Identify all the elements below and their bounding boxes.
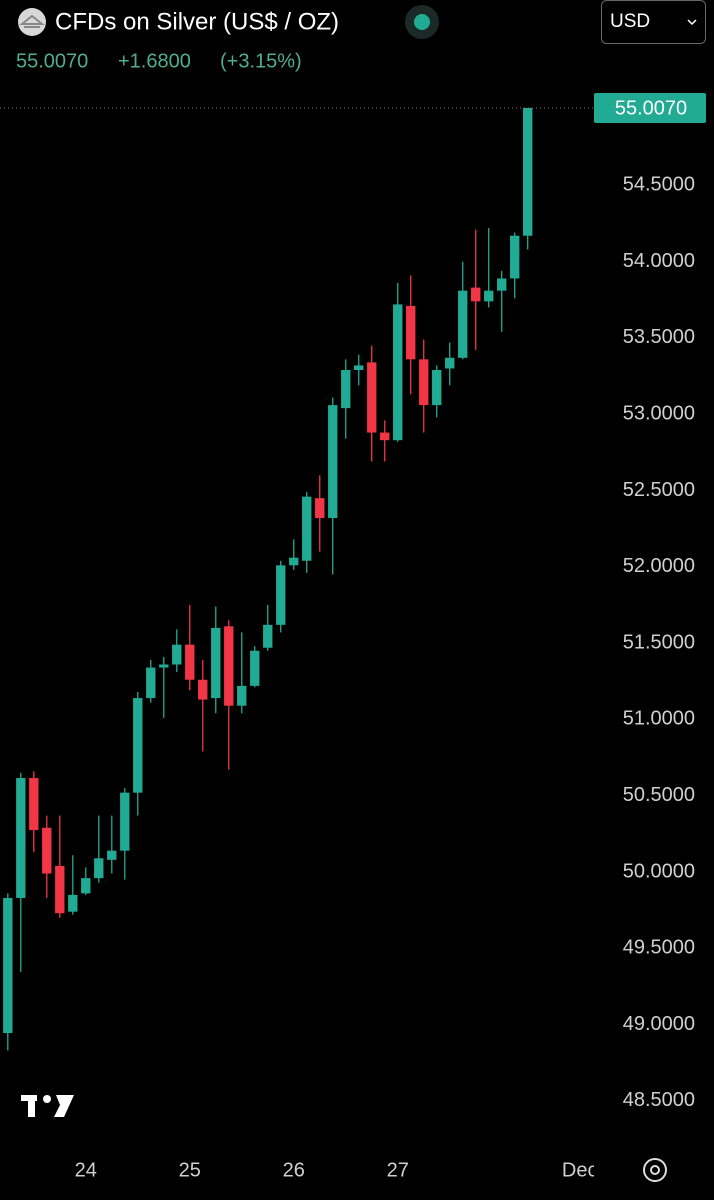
- candle-body: [458, 290, 468, 358]
- last-price-badge: [594, 93, 706, 124]
- tv-logo: [21, 1095, 74, 1117]
- dropdown-arrow[interactable]: [687, 19, 697, 26]
- price-change: +1.6800: [118, 50, 191, 72]
- y-tick-label: 49.5000: [623, 937, 695, 959]
- candle-body: [81, 878, 91, 894]
- symbol-icon: [18, 8, 46, 36]
- candle-body: [159, 664, 169, 668]
- y-tick-label: 53.0000: [623, 403, 695, 425]
- candle-body: [367, 362, 377, 433]
- candle-body: [315, 498, 325, 519]
- x-tick-label: Dec: [562, 1159, 598, 1181]
- candle-body: [484, 290, 494, 302]
- last-price: 55.0070: [16, 50, 88, 72]
- y-tick-label: 50.5000: [623, 784, 695, 806]
- x-tick-label: 24: [75, 1159, 97, 1181]
- candle-body: [198, 679, 208, 700]
- candle-body: [302, 496, 312, 561]
- candle-body: [471, 287, 481, 302]
- currency-label[interactable]: USD: [610, 11, 650, 32]
- candle-body: [523, 108, 533, 236]
- candle-body: [237, 685, 247, 706]
- y-tick-label: 48.5000: [623, 1089, 695, 1111]
- candle-body: [68, 894, 78, 912]
- settings-icon[interactable]: [643, 1158, 667, 1182]
- last-price-badge-label: 55.0070: [615, 97, 687, 119]
- y-tick-label: 54.0000: [623, 250, 695, 272]
- candle-body: [94, 858, 104, 879]
- candle-body: [3, 897, 13, 1033]
- candle-body: [146, 667, 156, 699]
- candle-body: [224, 626, 234, 706]
- y-tick-label: 51.0000: [623, 708, 695, 730]
- y-tick-label: 52.0000: [623, 555, 695, 577]
- candle-body: [510, 235, 520, 279]
- y-tick-label: 51.5000: [623, 631, 695, 653]
- candle-body: [16, 778, 26, 898]
- candle-body: [29, 778, 39, 831]
- y-tick-label: 54.5000: [623, 174, 695, 196]
- x-tick-label: 26: [283, 1159, 305, 1181]
- symbol-icon-art: [19, 14, 45, 28]
- price-change-pct: (+3.15%): [220, 50, 302, 72]
- chart-title: CFDs on Silver (US$ / OZ): [55, 8, 339, 35]
- candle-body: [445, 357, 455, 369]
- y-tick-label: 50.0000: [623, 860, 695, 882]
- candle-body: [120, 792, 130, 851]
- candle-body: [185, 644, 195, 680]
- currency-select[interactable]: [601, 0, 706, 44]
- y-tick-label: 53.5000: [623, 326, 695, 348]
- candle-body: [172, 644, 182, 665]
- candle-body: [250, 650, 260, 686]
- x-tick-label: 27: [387, 1159, 409, 1181]
- candle-body: [211, 627, 221, 699]
- candle-body: [393, 304, 403, 441]
- candle-body: [276, 565, 286, 625]
- status-dot: [414, 14, 430, 30]
- y-tick-label: 52.5000: [623, 479, 695, 501]
- candle-body: [289, 557, 299, 566]
- candle-body: [380, 432, 390, 441]
- candle-body: [354, 365, 364, 371]
- candle-body: [107, 850, 117, 860]
- candle-body: [55, 865, 65, 914]
- y-tick-label: 49.0000: [623, 1013, 695, 1035]
- candle-body: [432, 370, 442, 406]
- candle-body: [133, 698, 143, 793]
- candle-body: [42, 827, 52, 874]
- x-tick-label: 25: [179, 1159, 201, 1181]
- candle-body: [263, 624, 273, 648]
- candle-body: [497, 278, 507, 291]
- candle-body: [328, 405, 338, 519]
- candle-body: [406, 305, 416, 360]
- candle-body: [341, 370, 351, 409]
- candle-body: [419, 359, 429, 406]
